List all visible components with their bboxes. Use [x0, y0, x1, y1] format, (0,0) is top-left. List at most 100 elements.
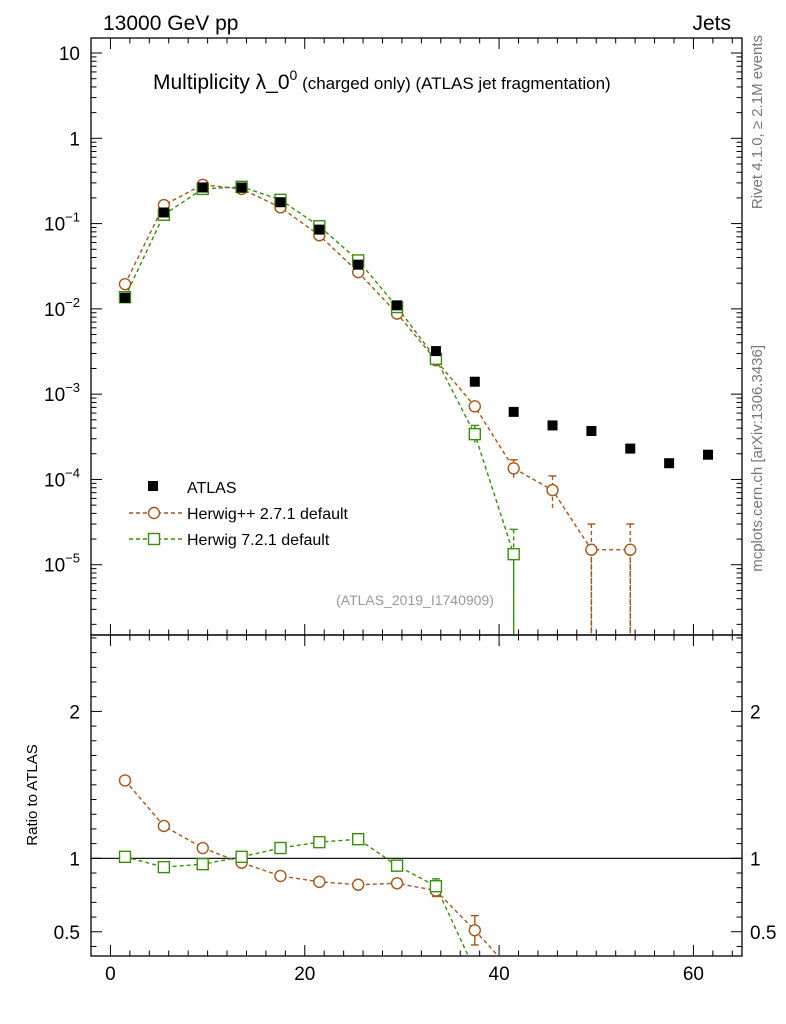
data-point-atlas: [392, 300, 403, 311]
ratio-point-herwig7: [429, 880, 443, 893]
legend: ATLAS Herwig++ 2.7.1 default Herwig 7.2.…: [129, 480, 349, 549]
y-tick-label: 10: [59, 44, 80, 65]
series-line-herwigpp: [124, 184, 631, 551]
data-point-herwig7: [507, 547, 520, 561]
ratio-point-herwigpp: [468, 924, 481, 937]
data-point-atlas: [197, 182, 208, 193]
ratio-x-ticks: 0 20 40 60: [105, 635, 704, 985]
main-minor-ticks: [91, 38, 742, 635]
ratio-y-tick-label-right: 1: [750, 849, 761, 870]
ratio-y-tick-label-right: 0.5: [750, 923, 776, 944]
data-point-atlas: [508, 406, 519, 417]
y-tick-mantissa: 10: [44, 470, 65, 491]
ratio-point-herwigpp: [352, 878, 365, 891]
data-point-atlas: [547, 420, 558, 431]
data-point-atlas: [702, 449, 713, 460]
data-point-atlas: [625, 443, 636, 454]
title-main-part: Multiplicity λ_0: [153, 71, 290, 94]
y-tick-mantissa: 10: [44, 385, 65, 406]
ratio-point-herwig7: [274, 841, 287, 855]
legend-marker-atlas: [148, 481, 158, 491]
main-x-ticks: [109, 38, 694, 635]
legend-label-herwigpp: Herwig++ 2.7.1 default: [187, 506, 349, 523]
ratio-point-herwig7: [235, 850, 248, 864]
data-point-atlas: [158, 207, 169, 218]
series-line-herwig7: [124, 186, 515, 555]
title-superscript: 0: [290, 67, 298, 83]
ratio-point-herwig7: [118, 850, 132, 864]
y-tick-label: 10−5: [44, 551, 80, 577]
data-point-atlas: [586, 425, 597, 436]
data-point-atlas: [314, 224, 325, 235]
main-title: Multiplicity λ_00 (charged only) (ATLAS …: [153, 67, 611, 94]
data-point-herwigpp: [118, 277, 132, 291]
ratio-y-tick-label: 0.5: [54, 923, 80, 944]
data-point-herwigpp: [546, 483, 559, 497]
x-tick-label: 20: [294, 964, 315, 985]
analysis-id: (ATLAS_2019_I1740909): [336, 592, 494, 608]
y-tick-exponent: −2: [65, 295, 80, 310]
x-tick-label: 40: [489, 964, 510, 985]
y-tick-exponent: −3: [65, 380, 80, 395]
ratio-y-tick-label-right: 2: [750, 702, 761, 723]
ratio-point-herwigpp: [118, 774, 132, 787]
title-subtitle: (charged only) (ATLAS jet fragmentation): [297, 74, 610, 93]
y-tick-exponent: −1: [65, 210, 80, 225]
y-tick-mantissa: 10: [44, 300, 65, 321]
ratio-frame: [90, 634, 743, 957]
data-point-atlas: [664, 458, 675, 469]
ratio-point-herwigpp: [390, 877, 404, 890]
data-point-atlas: [430, 346, 441, 357]
data-point-atlas: [469, 376, 480, 387]
header-right: Jets: [692, 12, 731, 35]
y-tick-label: 1: [69, 129, 80, 150]
y-tick-label: 10−4: [44, 465, 80, 491]
ratio-point-herwig7: [157, 860, 171, 874]
legend-marker-herwigpp: [147, 506, 161, 520]
data-point-herwigpp: [468, 400, 481, 413]
data-point-atlas: [275, 197, 286, 208]
legend-marker-herwig7: [147, 532, 161, 546]
ratio-point-herwig7: [390, 859, 404, 872]
ratio-point-herwigpp: [157, 819, 171, 833]
mcplots-label: mcplots.cern.ch [arXiv:1306.3436]: [749, 345, 766, 572]
ratio-y-ticks: 0.5 0.5 1 1 2 2: [54, 702, 777, 943]
y-tick-mantissa: 10: [44, 215, 65, 236]
header-left: 13000 GeV pp: [103, 12, 238, 35]
data-point-herwigpp: [585, 543, 598, 556]
ratio-ylabel: Ratio to ATLAS: [24, 744, 41, 845]
data-point-atlas: [120, 292, 131, 303]
data-point-herwigpp: [507, 462, 520, 475]
data-point-herwig7: [468, 427, 481, 441]
data-point-atlas: [236, 182, 247, 193]
x-tick-label: 0: [105, 964, 116, 985]
y-tick-exponent: −5: [65, 551, 80, 566]
legend-label-herwig7: Herwig 7.2.1 default: [187, 532, 330, 549]
ratio-point-herwigpp: [196, 841, 209, 855]
legend-label-atlas: ATLAS: [187, 480, 237, 497]
main-series: [118, 178, 713, 635]
x-tick-label: 60: [683, 964, 704, 985]
y-tick-label: 10−3: [44, 380, 80, 406]
ratio-minor-ticks: [91, 635, 742, 956]
ratio-y-tick-label: 1: [69, 849, 80, 870]
ratio-point-herwig7: [196, 857, 209, 871]
ratio-line-herwig7: [124, 838, 470, 956]
ratio-point-herwig7: [313, 835, 326, 849]
ratio-point-herwigpp: [313, 875, 326, 889]
y-tick-label: 10−1: [44, 210, 80, 236]
rivet-label: Rivet 4.1.0, ≥ 2.1M events: [749, 35, 766, 209]
y-tick-exponent: −4: [65, 465, 80, 480]
ratio-series: [118, 774, 500, 956]
data-point-herwigpp: [624, 543, 637, 556]
y-tick-mantissa: 10: [44, 556, 65, 577]
ratio-point-herwig7: [352, 833, 365, 846]
data-point-atlas: [353, 259, 364, 270]
ratio-point-herwigpp: [274, 869, 287, 883]
ratio-y-tick-label: 2: [69, 702, 80, 723]
ratio-panel: 0.5 0.5 1 1 2 2 0 20 40 60 Ratio to ATLAS: [24, 634, 777, 985]
y-tick-label: 10−2: [44, 295, 80, 321]
